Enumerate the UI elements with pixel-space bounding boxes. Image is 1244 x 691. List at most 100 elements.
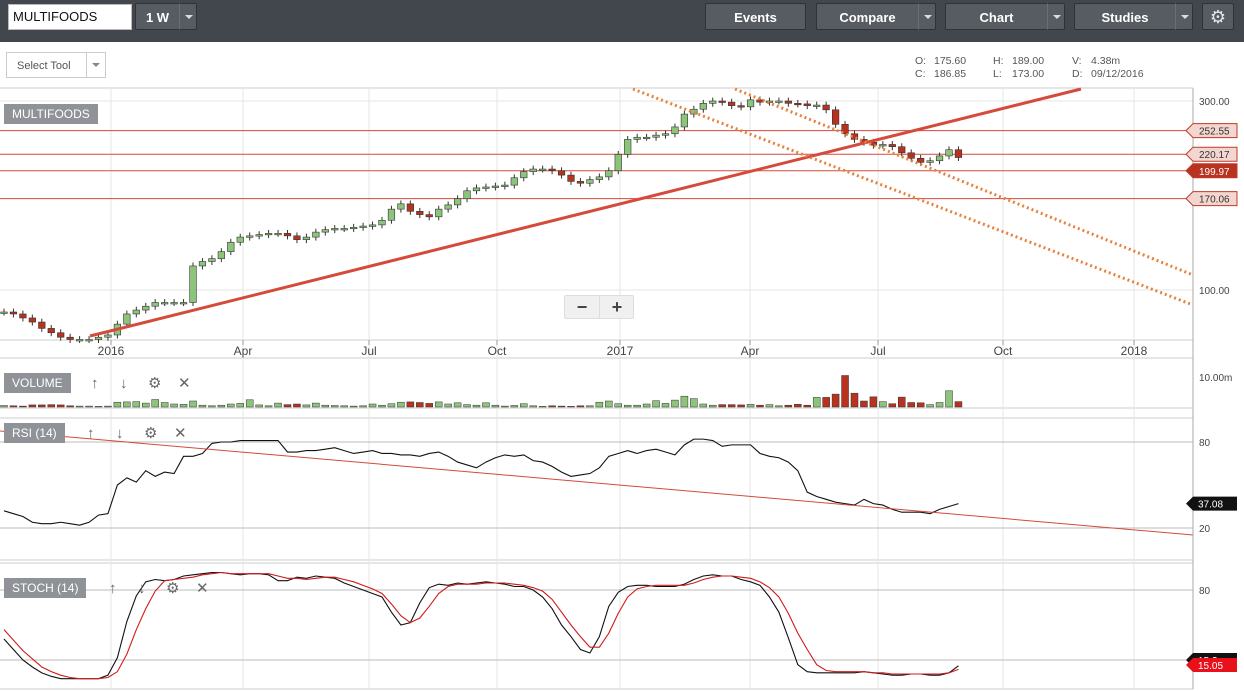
volume-bar bbox=[756, 404, 764, 408]
candle-body bbox=[198, 261, 207, 267]
volume-bar bbox=[501, 405, 509, 408]
candle-body bbox=[378, 219, 386, 226]
volume-bar bbox=[803, 404, 811, 408]
chevron-down-icon[interactable] bbox=[86, 53, 105, 77]
ohlc-high-label: H: bbox=[993, 55, 1004, 67]
volume-panel-label: VOLUME bbox=[4, 373, 71, 393]
candle-body bbox=[595, 176, 603, 180]
ohlc-open-value: 175.60 bbox=[934, 55, 967, 67]
candle-body bbox=[179, 302, 188, 305]
candle-body bbox=[132, 309, 140, 315]
volume-bar bbox=[94, 406, 103, 408]
stoch-panel-label: STOCH (14) bbox=[4, 578, 87, 598]
compare-button[interactable]: Compare bbox=[816, 3, 919, 30]
compare-dropdown-caret[interactable] bbox=[918, 3, 936, 30]
zoom-out-button[interactable]: − bbox=[565, 296, 600, 318]
volume-bar bbox=[945, 390, 953, 408]
arrow-down-icon[interactable]: ↓ bbox=[120, 375, 128, 392]
candle-body bbox=[397, 203, 405, 210]
arrow-up-icon[interactable]: ↑ bbox=[91, 375, 99, 392]
volume-bar bbox=[746, 404, 755, 408]
rsi-value-tag bbox=[1186, 496, 1237, 511]
x-tick-label: Apr bbox=[234, 344, 253, 358]
close-icon[interactable]: ✕ bbox=[196, 580, 209, 597]
ohlc-high-value: 189.00 bbox=[1012, 55, 1045, 67]
candle-body bbox=[624, 139, 632, 155]
ohlc-open-label: O: bbox=[915, 55, 927, 67]
volume-bar bbox=[548, 405, 556, 408]
studies-button[interactable]: Studies bbox=[1074, 3, 1176, 30]
close-icon[interactable]: ✕ bbox=[178, 375, 191, 392]
candle-body bbox=[907, 152, 915, 159]
candle-body bbox=[699, 103, 707, 110]
ohlc-close-label: C: bbox=[915, 68, 926, 80]
price-tag-label: 252.55 bbox=[1199, 127, 1230, 138]
candle-body bbox=[548, 168, 556, 172]
candle-body bbox=[520, 171, 528, 179]
candle-body bbox=[642, 136, 651, 140]
volume-bar bbox=[331, 405, 339, 408]
volume-bar bbox=[463, 404, 471, 408]
volume-bar bbox=[378, 404, 386, 408]
gear-icon[interactable]: ⚙ bbox=[144, 425, 158, 442]
volume-bar bbox=[907, 402, 915, 408]
symbol-input[interactable]: MULTIFOODS bbox=[8, 4, 132, 30]
volume-bar bbox=[652, 400, 660, 408]
chart-button[interactable]: Chart bbox=[945, 3, 1048, 30]
candle-body bbox=[888, 144, 896, 148]
volume-bar bbox=[510, 405, 519, 408]
candle-body bbox=[614, 154, 622, 172]
volume-bar bbox=[709, 404, 717, 408]
price-tag-label: 220.17 bbox=[1199, 150, 1230, 161]
candle-body bbox=[737, 105, 745, 108]
gear-icon[interactable]: ⚙ bbox=[148, 375, 162, 392]
volume-bar bbox=[605, 400, 613, 408]
candle-body bbox=[217, 251, 225, 259]
volume-bar bbox=[434, 401, 443, 408]
gear-icon[interactable]: ⚙ bbox=[166, 580, 180, 597]
candle-body bbox=[605, 170, 613, 178]
studies-dropdown-caret[interactable] bbox=[1175, 3, 1193, 30]
candle-body bbox=[557, 170, 566, 176]
candle-body bbox=[425, 214, 433, 218]
candle-body bbox=[539, 168, 547, 171]
candle-body bbox=[274, 233, 282, 236]
volume-bar bbox=[586, 405, 594, 408]
volume-bar bbox=[623, 404, 632, 408]
candle-body bbox=[945, 149, 953, 157]
candle-body bbox=[255, 234, 263, 237]
candle-body bbox=[246, 235, 254, 238]
volume-bar bbox=[888, 403, 897, 408]
volume-bar bbox=[283, 404, 292, 408]
candle-body bbox=[66, 336, 74, 340]
interval-dropdown-caret[interactable] bbox=[179, 3, 197, 30]
volume-bar bbox=[151, 399, 159, 408]
volume-bar bbox=[170, 403, 178, 408]
select-tool-dropdown[interactable]: Select Tool bbox=[6, 52, 106, 78]
volume-bar bbox=[302, 404, 311, 408]
arrow-up-icon[interactable]: ↑ bbox=[87, 425, 95, 442]
events-button[interactable]: Events bbox=[705, 3, 806, 30]
y-tick-label: 10.00m bbox=[1199, 373, 1232, 384]
zoom-control: − + bbox=[564, 295, 634, 319]
arrow-down-icon[interactable]: ↓ bbox=[116, 425, 124, 442]
arrow-up-icon[interactable]: ↑ bbox=[109, 580, 117, 597]
volume-bar bbox=[661, 403, 670, 408]
volume-bars bbox=[0, 375, 963, 408]
arrow-down-icon[interactable]: ↓ bbox=[138, 580, 146, 597]
volume-bar bbox=[567, 406, 575, 408]
chart-dropdown-caret[interactable] bbox=[1047, 3, 1065, 30]
price-tag: 199.97 bbox=[1185, 163, 1238, 179]
rsi-line bbox=[3, 438, 959, 526]
volume-bar bbox=[642, 403, 651, 408]
candle-body bbox=[671, 126, 679, 135]
zoom-in-button[interactable]: + bbox=[611, 297, 623, 317]
candle-body bbox=[652, 134, 660, 138]
settings-gear-icon[interactable]: ⚙ bbox=[1202, 3, 1234, 30]
candle-body bbox=[19, 313, 27, 319]
volume-bar bbox=[765, 404, 774, 408]
close-icon[interactable]: ✕ bbox=[174, 425, 187, 442]
candle-body bbox=[879, 144, 887, 147]
candle-body bbox=[794, 103, 802, 106]
